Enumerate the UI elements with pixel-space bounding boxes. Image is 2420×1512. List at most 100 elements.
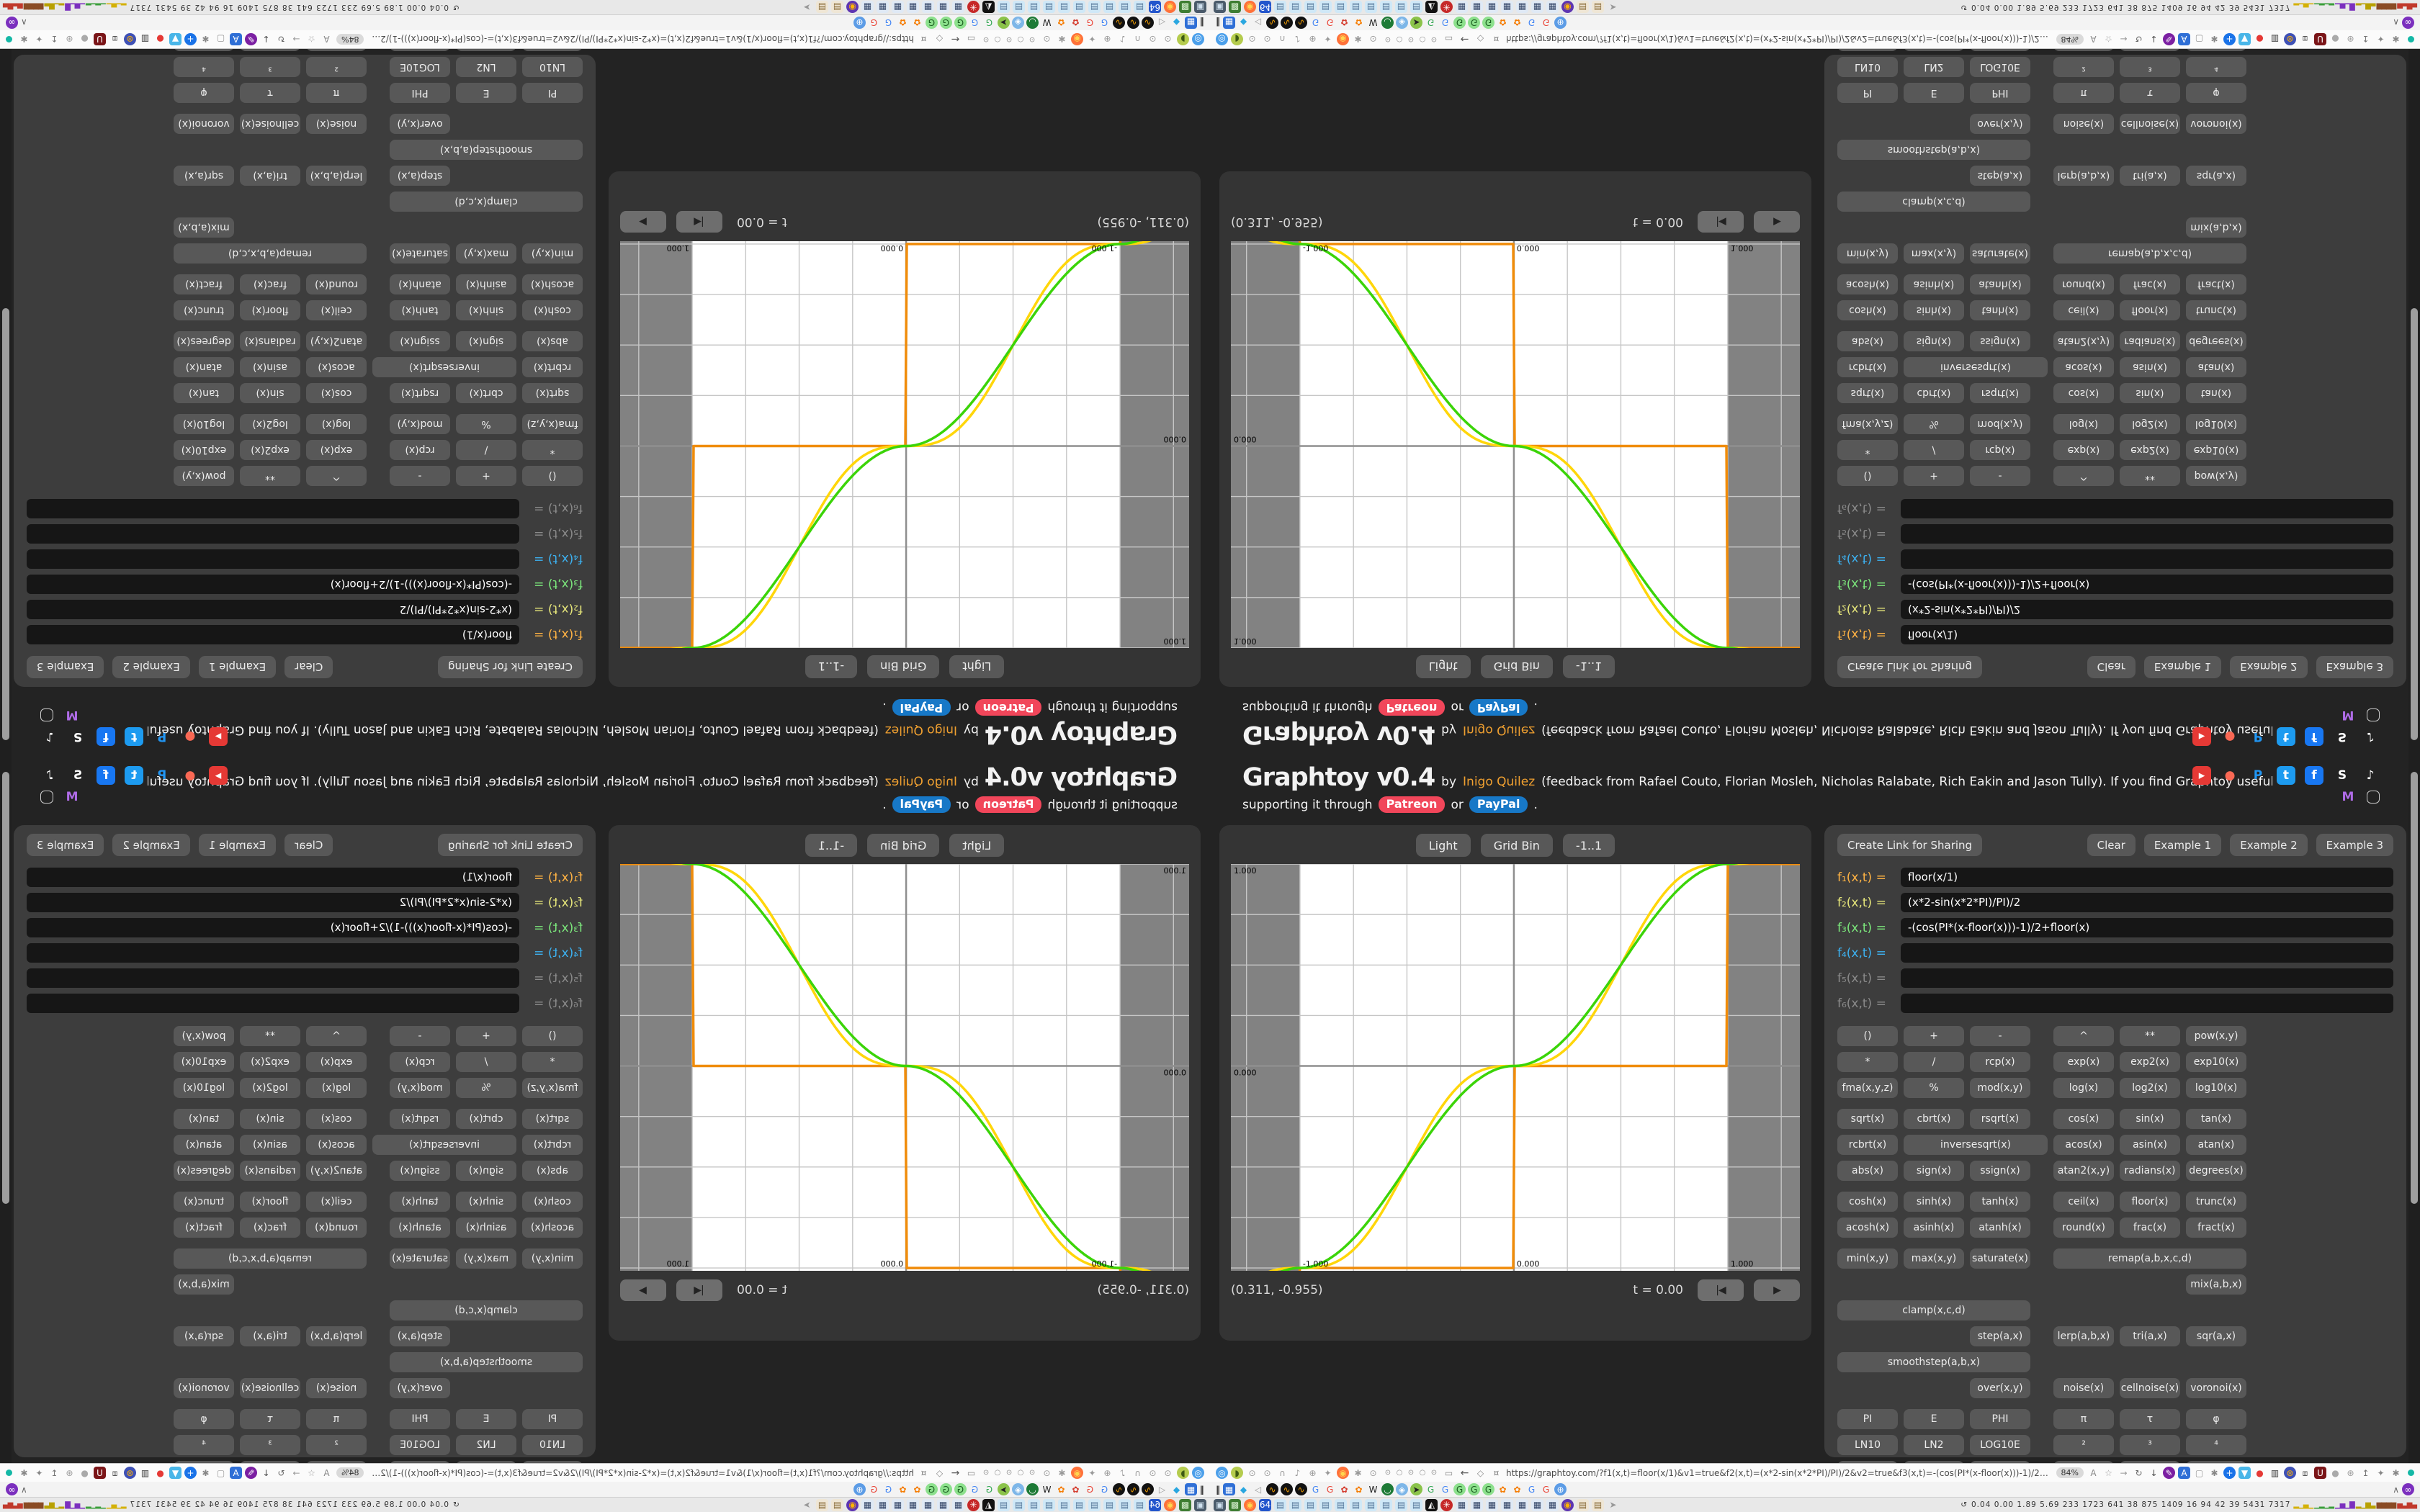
google-tab-icon[interactable]: G <box>884 1484 892 1495</box>
globe-icon[interactable]: ⊕ <box>1309 34 1317 45</box>
notepad-icon[interactable]: ▤ <box>1013 1498 1025 1511</box>
gear-icon[interactable]: ✱ <box>1354 1467 1362 1478</box>
compass-icon[interactable]: ➤ <box>998 1483 1010 1495</box>
function-button-[interactable]: π <box>2053 83 2114 103</box>
google-tab-icon[interactable]: G <box>971 1484 979 1495</box>
orb-icon[interactable]: ● <box>2331 1467 2339 1478</box>
notepad-icon[interactable]: ▤ <box>1134 1 1146 14</box>
leaf-icon[interactable]: ◡ <box>1381 17 1394 29</box>
function-button-voronoix[interactable]: voronoi(x) <box>2186 1378 2246 1398</box>
google-tab-icon[interactable]: G <box>1542 17 1550 28</box>
google-tab-icon[interactable]: G <box>1542 1484 1550 1495</box>
shield-down-icon[interactable]: ▼ <box>169 1467 182 1479</box>
formula-input-f6[interactable] <box>1901 994 2393 1013</box>
bookmark-star-icon[interactable]: ☆ <box>308 34 315 45</box>
function-button-ssignx[interactable]: ssign(x) <box>390 1161 450 1181</box>
notepad-icon[interactable]: ▤ <box>1289 1498 1301 1511</box>
ud-shield-icon[interactable]: U <box>94 1467 106 1479</box>
function-button-sinx[interactable]: sin(x) <box>240 383 300 403</box>
paypal-button[interactable]: PayPal <box>892 699 951 716</box>
example-1-button[interactable]: Example 1 <box>198 656 277 678</box>
notepad-icon[interactable]: ▤ <box>1365 1 1377 14</box>
google-docs-icon[interactable]: G <box>940 1483 952 1495</box>
page-scrollbar[interactable] <box>2408 49 2420 756</box>
gear-icon[interactable]: ✱ <box>1354 34 1362 45</box>
function-button-log10e[interactable]: LOG10E <box>390 1435 450 1455</box>
globe-icon[interactable]: ⊙ <box>1369 34 1377 45</box>
formula-input-f5[interactable] <box>27 524 519 544</box>
box-icon[interactable]: ⧈ <box>2302 34 2308 45</box>
pause-icon[interactable]: ‖ <box>1216 1484 1220 1495</box>
google-tab-icon[interactable]: G <box>1326 17 1334 28</box>
function-button-log2x[interactable]: log2(x) <box>240 1078 300 1098</box>
function-button-ceilx[interactable]: ceil(x) <box>306 300 367 320</box>
zoom-level-badge[interactable]: 84% <box>2056 34 2084 45</box>
function-button-[interactable]: ⁴ <box>2186 1435 2246 1455</box>
profile-dot-icon[interactable]: ○ <box>1017 1468 1024 1477</box>
function-button-rcpx[interactable]: rcp(x) <box>1970 440 2030 460</box>
share-icon[interactable]: ↥ <box>50 34 58 45</box>
formula-input-f6[interactable] <box>27 499 519 518</box>
function-button-cellnoisex[interactable]: cellnoise(x) <box>2120 114 2180 134</box>
google-tab-icon[interactable]: G <box>1086 17 1094 28</box>
google-tab-icon[interactable]: G <box>1312 1484 1319 1495</box>
function-button-[interactable]: π <box>306 83 367 103</box>
function-button-cosx[interactable]: cos(x) <box>2053 383 2114 403</box>
gear-flower-icon[interactable]: ✿ <box>1499 17 1507 28</box>
notepad-icon[interactable]: ▤ <box>1350 1498 1362 1511</box>
function-button-[interactable]: φ <box>2186 83 2246 103</box>
clear-button[interactable]: Clear <box>2087 834 2136 856</box>
function-button-floorx[interactable]: floor(x) <box>240 300 300 320</box>
facebook-icon[interactable]: f <box>2305 727 2323 746</box>
range-button[interactable]: -1..1 <box>805 834 858 857</box>
function-button-expx[interactable]: exp(x) <box>306 1052 367 1072</box>
page-scrollbar[interactable] <box>0 756 12 1463</box>
notepad-icon[interactable]: ▤ <box>1365 1498 1377 1511</box>
function-button-[interactable]: () <box>522 466 583 486</box>
muted-speaker-icon[interactable]: ◁ <box>1158 17 1166 28</box>
function-button-[interactable]: ** <box>2120 466 2180 486</box>
notepad-icon[interactable]: ▤ <box>998 1498 1010 1511</box>
function-button-[interactable]: / <box>1904 1052 1964 1072</box>
function-button-mixabx[interactable]: mix(a,b,x) <box>2186 217 2246 238</box>
function-button-minxy[interactable]: min(x,y) <box>1837 243 1898 264</box>
function-button-ln2[interactable]: LN2 <box>1904 1435 1964 1455</box>
shield-icon[interactable]: ◇ <box>936 1467 944 1478</box>
function-button-rsqrtx[interactable]: rsqrt(x) <box>390 383 450 403</box>
gear-flower-icon[interactable]: ✿ <box>1057 17 1065 28</box>
calculator-icon[interactable]: ▦ <box>952 1 964 14</box>
grid-mode-button[interactable]: Grid Bin <box>867 655 940 678</box>
google-tab-icon[interactable]: G <box>1101 1484 1108 1495</box>
music-note-icon[interactable]: ♪ <box>1294 34 1301 45</box>
function-button-acosx[interactable]: acos(x) <box>2053 357 2114 377</box>
function-button-atan2xy[interactable]: atan2(x,y) <box>2053 1161 2114 1181</box>
tiktok-icon[interactable]: ♪ <box>45 729 54 744</box>
virus-icon[interactable]: ✳ <box>1440 1 1453 14</box>
google-docs-icon[interactable]: G <box>1453 17 1466 29</box>
grid-mode-button[interactable]: Grid Bin <box>867 834 940 857</box>
box-icon[interactable]: ⧈ <box>112 1467 118 1478</box>
function-button-fractx[interactable]: fract(x) <box>2186 1218 2246 1238</box>
globe-dots-icon[interactable]: ⊛ <box>66 1467 73 1478</box>
example-3-button[interactable]: Example 3 <box>2316 834 2393 856</box>
function-button-log10x[interactable]: log10(x) <box>2186 414 2246 434</box>
firefox-icon[interactable]: ◉ <box>1071 33 1083 45</box>
function-button-maxxy[interactable]: max(x,y) <box>1904 1248 1964 1269</box>
example-1-button[interactable]: Example 1 <box>198 834 277 856</box>
google-docs-icon[interactable]: G <box>1468 17 1480 29</box>
function-button-[interactable]: φ <box>174 1409 234 1429</box>
function-button-rcpx[interactable]: rcp(x) <box>1970 1052 2030 1072</box>
trash-icon[interactable]: ▥ <box>140 1467 150 1478</box>
function-button-clampxcd[interactable]: clamp(x,c,d) <box>1837 1300 2030 1320</box>
page-scrollbar[interactable] <box>0 49 12 756</box>
calculator-icon[interactable]: ▦ <box>1516 1 1528 14</box>
google-tab-icon[interactable]: G <box>1427 17 1435 28</box>
function-button-maxxy[interactable]: max(x,y) <box>1904 243 1964 264</box>
function-button-ssignx[interactable]: ssign(x) <box>390 331 450 351</box>
notepad-icon[interactable]: ▤ <box>1058 1 1070 14</box>
function-button-smoothstepabx[interactable]: smoothstep(a,b,x) <box>1837 140 2030 160</box>
notepad-icon[interactable]: ▤ <box>1335 1498 1347 1511</box>
facebook-icon[interactable]: f <box>97 766 115 785</box>
time-reset-button[interactable]: |◀ <box>1698 1279 1744 1301</box>
google-docs-icon[interactable]: G <box>954 1483 967 1495</box>
